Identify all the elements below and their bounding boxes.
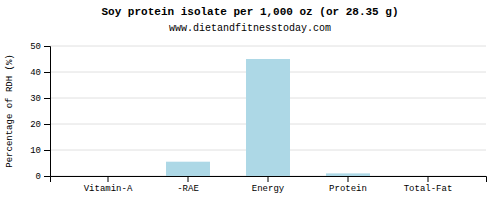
title: Soy protein isolate per 1,000 oz (or 28.… bbox=[101, 6, 398, 18]
bars bbox=[166, 59, 370, 176]
x-tick-label: Energy bbox=[252, 184, 285, 194]
y-axis: 0 10 20 30 40 50 bbox=[30, 42, 50, 182]
y-tick: 40 bbox=[30, 68, 50, 78]
y-tick-mark bbox=[44, 176, 50, 177]
x-tick-mark bbox=[348, 176, 349, 182]
x-tick-label: -RAE bbox=[177, 184, 199, 194]
x-tick-label: Vitamin-A bbox=[84, 184, 133, 194]
y-tick-mark bbox=[44, 124, 50, 125]
x-tick-label: Total-Fat bbox=[404, 184, 453, 194]
y-tick: 0 bbox=[36, 172, 50, 182]
grid-line bbox=[50, 46, 486, 47]
x-tick: Energy bbox=[252, 176, 285, 194]
y-tick: 10 bbox=[30, 146, 50, 156]
y-tick-mark bbox=[44, 98, 50, 99]
subtitle: www.dietandfitnesstoday.com bbox=[169, 23, 331, 34]
y-tick-label: 40 bbox=[30, 68, 41, 78]
y-tick-label: 50 bbox=[30, 42, 41, 52]
chart: Soy protein isolate per 1,000 oz (or 28.… bbox=[0, 0, 500, 200]
plot: 0 10 20 30 40 50 Vitamin-A -RAE Energy Protein Tot… bbox=[30, 42, 486, 194]
y-tick-mark bbox=[44, 72, 50, 73]
y-axis-title: Percentage of RDH (%) bbox=[5, 54, 15, 167]
grid bbox=[50, 46, 486, 176]
y-tick-label: 10 bbox=[30, 146, 41, 156]
x-axis-line bbox=[51, 177, 487, 183]
y-tick-label: 20 bbox=[30, 120, 41, 130]
x-tick-mark bbox=[108, 176, 109, 182]
y-axis-line bbox=[44, 47, 51, 177]
x-axis: Vitamin-A -RAE Energy Protein Total-Fat bbox=[51, 176, 487, 194]
x-tick: Vitamin-A bbox=[84, 176, 133, 194]
y-tick-label: 30 bbox=[30, 94, 41, 104]
x-tick-mark bbox=[268, 176, 269, 182]
y-tick-label: 0 bbox=[36, 172, 41, 182]
x-tick: Protein bbox=[329, 176, 367, 194]
x-tick-label: Protein bbox=[329, 184, 367, 194]
x-tick-mark bbox=[428, 176, 429, 182]
x-tick-mark bbox=[188, 176, 189, 182]
y-tick: 20 bbox=[30, 120, 50, 130]
x-tick: Total-Fat bbox=[404, 176, 453, 194]
bar bbox=[406, 176, 450, 177]
y-tick: 30 bbox=[30, 94, 50, 104]
bar bbox=[246, 59, 290, 176]
bar bbox=[86, 176, 130, 177]
x-tick: -RAE bbox=[177, 176, 199, 194]
bar bbox=[166, 162, 210, 176]
y-tick-mark bbox=[44, 46, 50, 47]
y-tick-mark bbox=[44, 150, 50, 151]
y-tick: 50 bbox=[30, 42, 50, 52]
bar bbox=[326, 173, 370, 176]
